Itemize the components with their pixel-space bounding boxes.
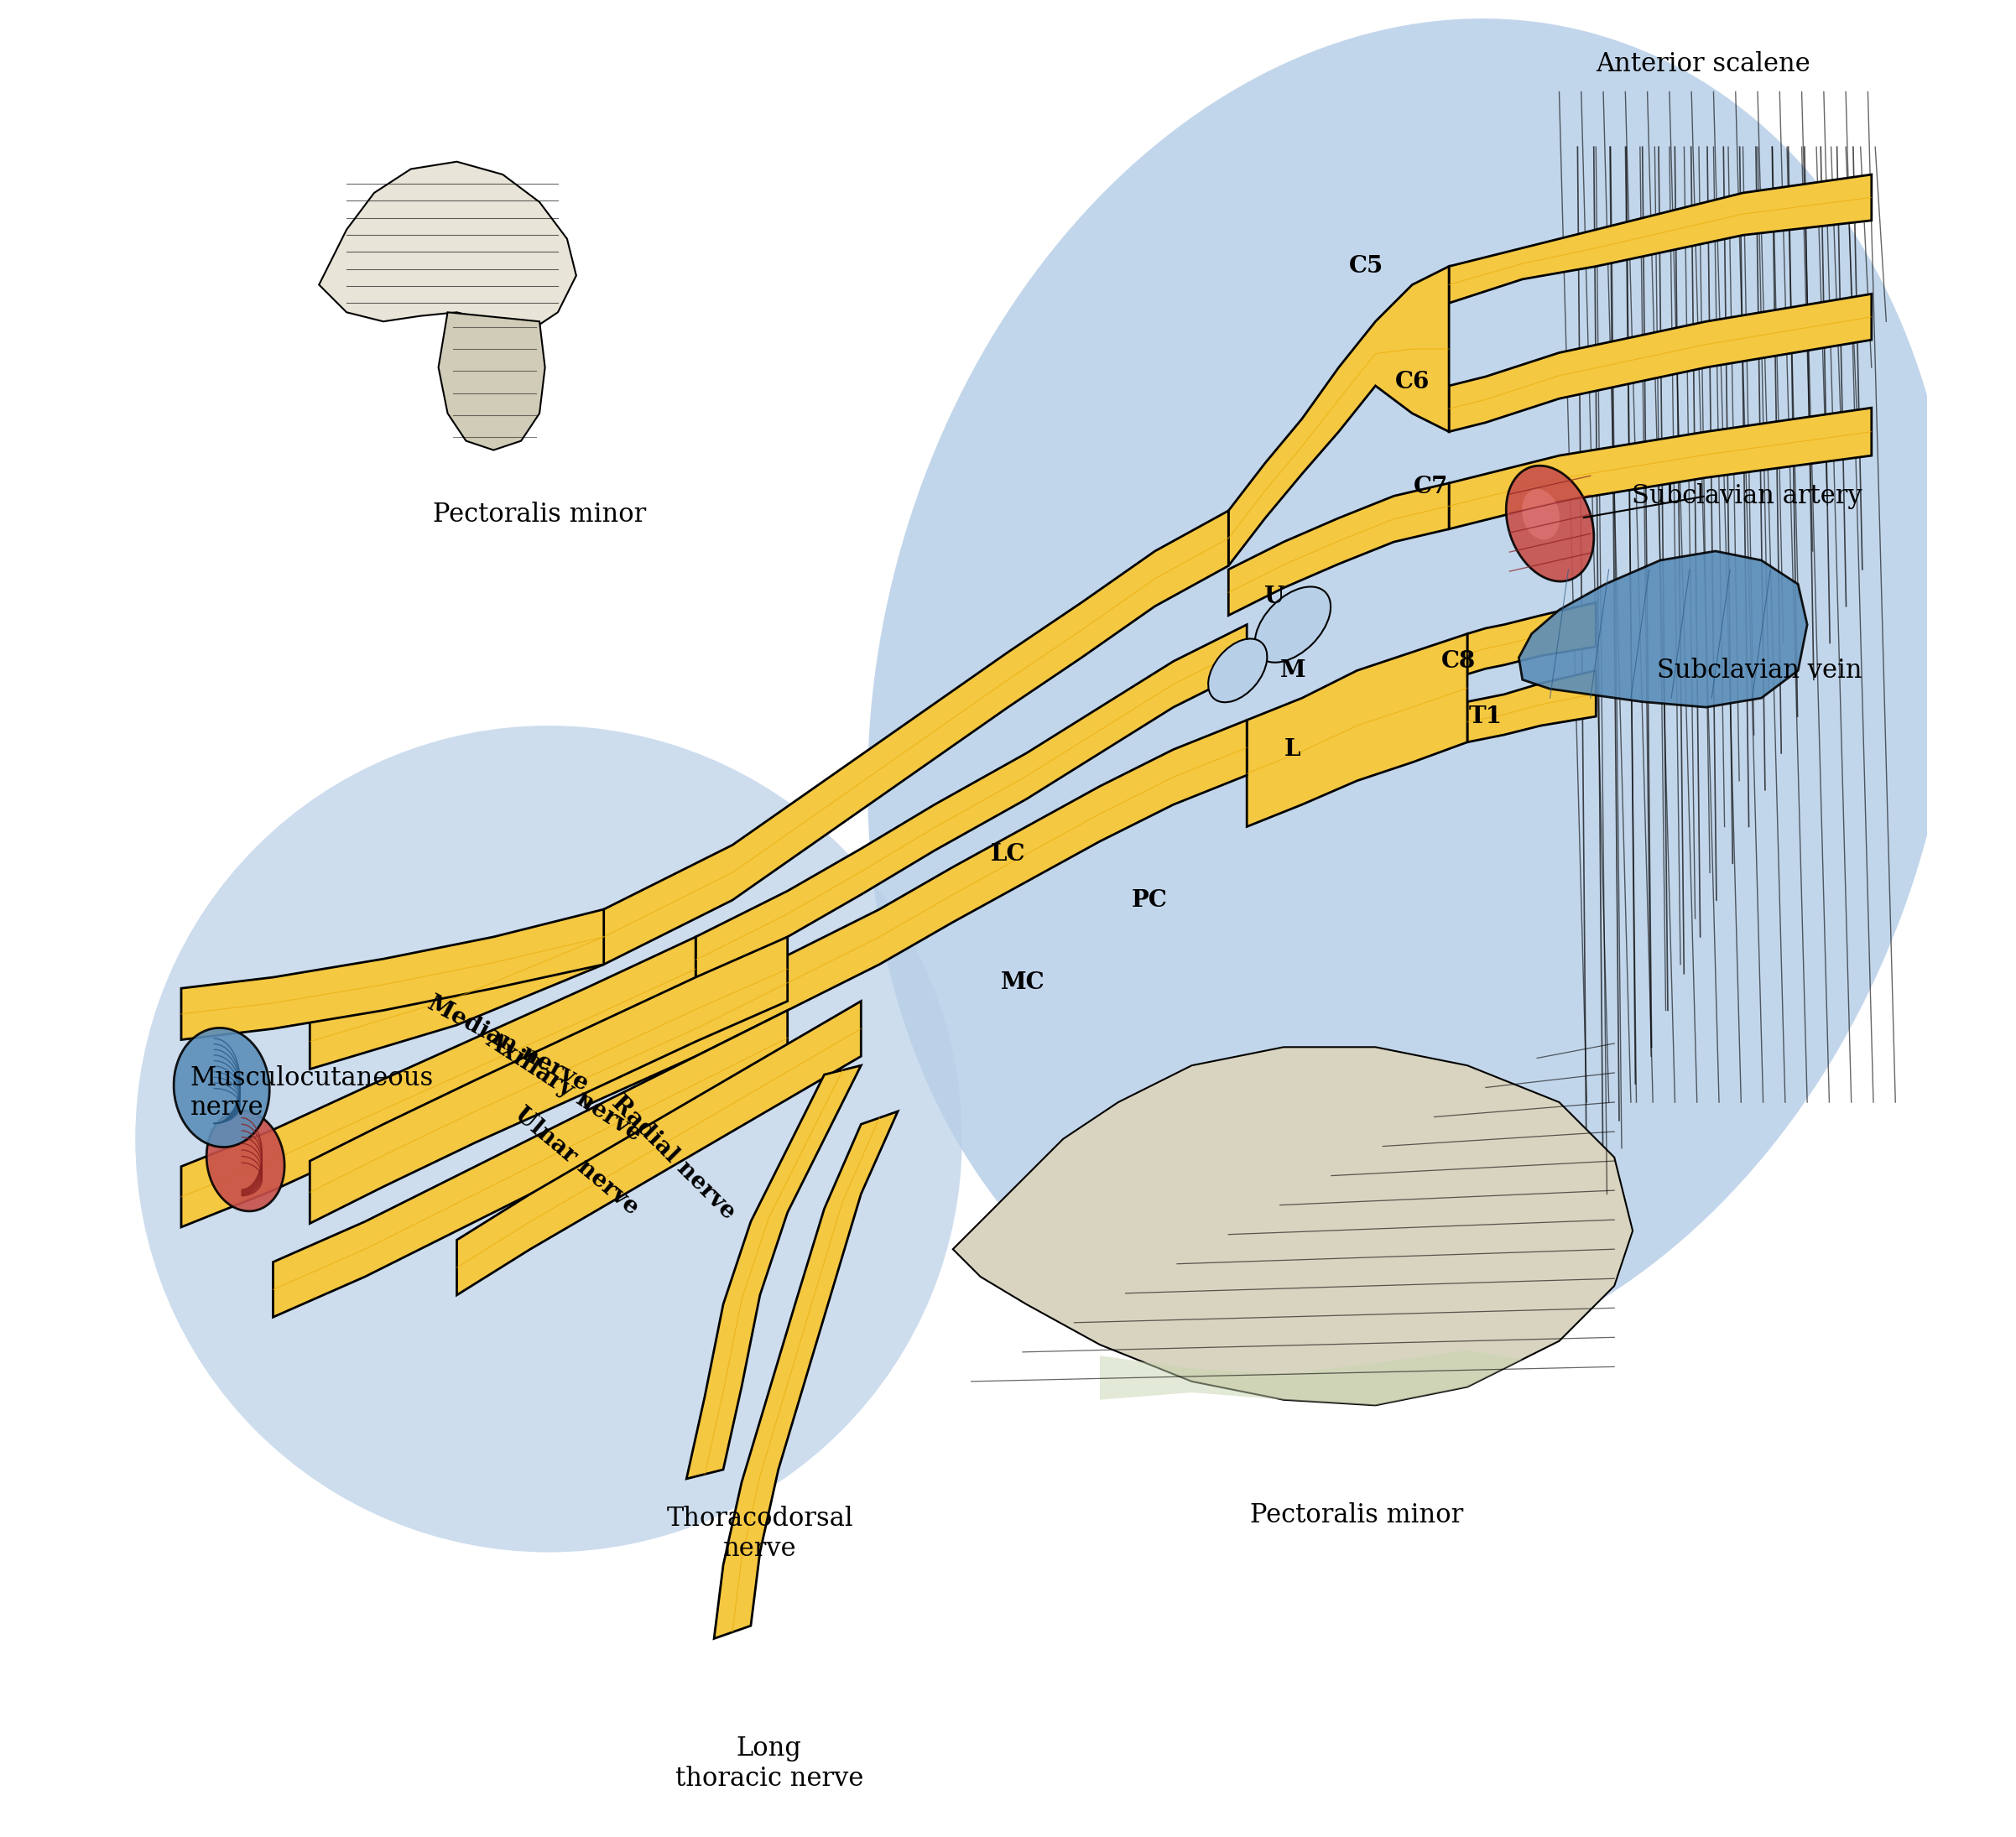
Text: Long
thoracic nerve: Long thoracic nerve bbox=[675, 1736, 863, 1791]
Ellipse shape bbox=[1506, 467, 1595, 580]
Polygon shape bbox=[1450, 408, 1871, 529]
Text: Thoracodorsal
nerve: Thoracodorsal nerve bbox=[667, 1506, 853, 1561]
Text: Anterior scalene: Anterior scalene bbox=[1597, 51, 1810, 77]
Text: Musculocutaneous
nerve: Musculocutaneous nerve bbox=[190, 1065, 433, 1121]
Ellipse shape bbox=[135, 726, 962, 1552]
Polygon shape bbox=[1228, 266, 1450, 566]
Polygon shape bbox=[310, 937, 788, 1223]
Ellipse shape bbox=[206, 1111, 284, 1211]
Text: C8: C8 bbox=[1441, 650, 1476, 672]
Polygon shape bbox=[1450, 294, 1871, 432]
Polygon shape bbox=[585, 720, 1246, 1106]
Text: C5: C5 bbox=[1349, 255, 1383, 277]
Text: Axillary nerve: Axillary nerve bbox=[482, 1029, 645, 1146]
Polygon shape bbox=[1101, 1350, 1522, 1405]
Polygon shape bbox=[714, 1111, 897, 1639]
Text: M: M bbox=[1280, 659, 1306, 682]
Polygon shape bbox=[954, 1047, 1633, 1405]
Text: MC: MC bbox=[1000, 972, 1044, 994]
Polygon shape bbox=[319, 162, 577, 331]
Polygon shape bbox=[272, 1010, 788, 1317]
Text: T1: T1 bbox=[1470, 705, 1502, 727]
Polygon shape bbox=[1450, 175, 1871, 303]
Polygon shape bbox=[696, 625, 1246, 983]
Text: Subclavian vein: Subclavian vein bbox=[1657, 658, 1863, 683]
Ellipse shape bbox=[1254, 586, 1331, 663]
Text: LC: LC bbox=[990, 843, 1026, 865]
Ellipse shape bbox=[1522, 489, 1560, 540]
Text: L: L bbox=[1284, 738, 1300, 761]
Ellipse shape bbox=[867, 18, 1958, 1378]
Text: Median nerve: Median nerve bbox=[423, 992, 593, 1095]
Text: C6: C6 bbox=[1395, 371, 1429, 393]
Text: Ulnar nerve: Ulnar nerve bbox=[510, 1102, 643, 1220]
Text: PC: PC bbox=[1131, 889, 1167, 911]
Ellipse shape bbox=[1208, 639, 1268, 702]
Polygon shape bbox=[1228, 483, 1450, 615]
Text: Pectoralis minor: Pectoralis minor bbox=[433, 502, 647, 527]
Text: Subclavian artery: Subclavian artery bbox=[1631, 483, 1863, 509]
Polygon shape bbox=[181, 909, 605, 1040]
Polygon shape bbox=[1246, 634, 1468, 827]
Polygon shape bbox=[310, 511, 1228, 1069]
Polygon shape bbox=[687, 1065, 861, 1479]
Polygon shape bbox=[1468, 671, 1597, 742]
Text: U: U bbox=[1264, 586, 1284, 608]
Text: Radial nerve: Radial nerve bbox=[607, 1091, 740, 1223]
Polygon shape bbox=[1468, 603, 1597, 674]
Polygon shape bbox=[181, 937, 696, 1227]
Text: C7: C7 bbox=[1413, 476, 1447, 498]
Ellipse shape bbox=[173, 1029, 270, 1146]
Text: Pectoralis minor: Pectoralis minor bbox=[1250, 1503, 1464, 1528]
Polygon shape bbox=[458, 1001, 861, 1295]
Polygon shape bbox=[1518, 551, 1806, 707]
Polygon shape bbox=[437, 312, 544, 450]
